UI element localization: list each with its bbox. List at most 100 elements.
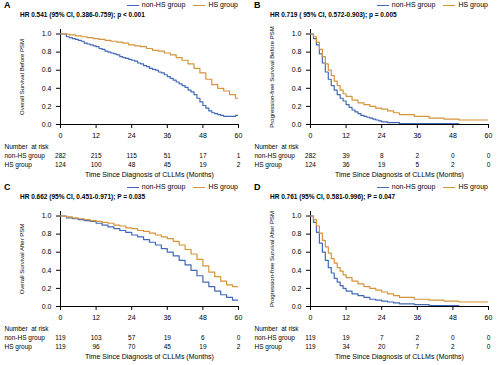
svg-text:non-HS group: non-HS group	[5, 334, 46, 342]
svg-text:57: 57	[128, 334, 136, 341]
svg-text:0.0: 0.0	[292, 303, 302, 310]
svg-text:7: 7	[380, 334, 384, 341]
svg-text:24: 24	[378, 314, 386, 321]
svg-text:HS group: HS group	[5, 161, 33, 169]
svg-text:124: 124	[305, 161, 316, 168]
svg-text:0.8: 0.8	[292, 230, 302, 237]
svg-text:0.2: 0.2	[292, 103, 302, 110]
svg-text:0.6: 0.6	[292, 248, 302, 255]
svg-text:19: 19	[378, 161, 386, 168]
svg-text:0.0: 0.0	[42, 121, 52, 128]
svg-text:0: 0	[487, 334, 491, 341]
svg-text:2: 2	[237, 161, 241, 168]
svg-text:Number at risk: Number at risk	[5, 143, 50, 150]
svg-text:7: 7	[415, 343, 419, 350]
svg-text:HS group: HS group	[255, 343, 283, 351]
svg-text:0: 0	[487, 152, 491, 159]
svg-text:100: 100	[91, 161, 102, 168]
svg-text:60: 60	[235, 132, 243, 139]
svg-text:0: 0	[59, 132, 63, 139]
svg-text:36: 36	[163, 132, 171, 139]
svg-text:1.0: 1.0	[42, 212, 52, 219]
svg-text:0.2: 0.2	[292, 285, 302, 292]
svg-text:6: 6	[201, 334, 205, 341]
svg-text:19: 19	[199, 343, 207, 350]
svg-text:8: 8	[380, 152, 384, 159]
svg-text:2: 2	[451, 343, 455, 350]
svg-text:Time Since Diagnosis of CLLMs: Time Since Diagnosis of CLLMs (Months)	[335, 353, 464, 361]
svg-text:0.4: 0.4	[42, 267, 52, 274]
svg-text:Number at risk: Number at risk	[255, 143, 300, 150]
svg-text:70: 70	[128, 343, 136, 350]
svg-text:48: 48	[449, 132, 457, 139]
svg-text:0: 0	[451, 334, 455, 341]
svg-text:non-HS group: non-HS group	[255, 152, 296, 160]
svg-text:36: 36	[342, 161, 350, 168]
svg-text:48: 48	[449, 314, 457, 321]
svg-text:Number at risk: Number at risk	[5, 325, 50, 332]
svg-text:2: 2	[451, 161, 455, 168]
svg-text:Overall Survival Before PSM: Overall Survival Before PSM	[19, 39, 25, 115]
svg-text:1.0: 1.0	[292, 30, 302, 37]
svg-text:19: 19	[164, 334, 172, 341]
svg-text:1.0: 1.0	[292, 212, 302, 219]
svg-text:0.4: 0.4	[42, 85, 52, 92]
svg-text:103: 103	[91, 334, 102, 341]
svg-text:12: 12	[342, 132, 350, 139]
svg-text:0.4: 0.4	[292, 267, 302, 274]
svg-text:non-HS group: non-HS group	[5, 152, 46, 160]
svg-text:115: 115	[127, 152, 138, 159]
svg-text:HS group: HS group	[5, 343, 33, 351]
svg-text:Time Since Diagnosis of CLLMs: Time Since Diagnosis of CLLMs (Months)	[85, 353, 214, 361]
svg-text:0: 0	[487, 161, 491, 168]
svg-text:282: 282	[55, 152, 66, 159]
svg-text:1.0: 1.0	[42, 30, 52, 37]
svg-text:0.6: 0.6	[292, 66, 302, 73]
svg-text:60: 60	[485, 132, 493, 139]
svg-text:0: 0	[309, 314, 313, 321]
svg-text:Number at risk: Number at risk	[255, 325, 300, 332]
svg-text:39: 39	[342, 152, 350, 159]
svg-text:36: 36	[413, 132, 421, 139]
svg-text:24: 24	[378, 132, 386, 139]
svg-text:36: 36	[163, 314, 171, 321]
svg-text:0: 0	[487, 343, 491, 350]
svg-text:0.2: 0.2	[42, 285, 52, 292]
svg-text:17: 17	[199, 152, 207, 159]
svg-text:non-HS group: non-HS group	[255, 334, 296, 342]
svg-text:Overall Survival After PSM: Overall Survival After PSM	[19, 224, 25, 295]
svg-text:5: 5	[415, 161, 419, 168]
svg-text:0: 0	[451, 152, 455, 159]
svg-text:Time Since Diagnosis of CLLMs: Time Since Diagnosis of CLLMs (Months)	[335, 171, 464, 179]
svg-text:12: 12	[92, 132, 100, 139]
svg-text:0.0: 0.0	[292, 121, 302, 128]
svg-text:0.8: 0.8	[292, 48, 302, 55]
svg-text:0: 0	[237, 334, 241, 341]
svg-text:119: 119	[55, 334, 66, 341]
svg-text:51: 51	[164, 152, 172, 159]
svg-text:0: 0	[59, 314, 63, 321]
svg-text:45: 45	[164, 161, 172, 168]
svg-text:0.0: 0.0	[42, 303, 52, 310]
svg-text:48: 48	[199, 314, 207, 321]
svg-text:124: 124	[55, 161, 66, 168]
svg-text:0.4: 0.4	[292, 85, 302, 92]
svg-text:119: 119	[305, 334, 316, 341]
svg-text:0: 0	[309, 132, 313, 139]
svg-text:96: 96	[92, 343, 100, 350]
svg-text:2: 2	[237, 343, 241, 350]
svg-text:60: 60	[235, 314, 243, 321]
svg-text:0.8: 0.8	[42, 230, 52, 237]
svg-text:Progression-free Survival Afte: Progression-free Survival After PSM	[269, 211, 275, 307]
svg-text:119: 119	[55, 343, 66, 350]
svg-text:Time Since Diagnosis of CLLMs: Time Since Diagnosis of CLLMs (Months)	[85, 171, 214, 179]
svg-text:19: 19	[342, 334, 350, 341]
svg-text:2: 2	[415, 334, 419, 341]
svg-text:12: 12	[92, 314, 100, 321]
svg-text:0.6: 0.6	[42, 66, 52, 73]
svg-text:60: 60	[485, 314, 493, 321]
svg-text:0.6: 0.6	[42, 248, 52, 255]
svg-text:HS group: HS group	[255, 161, 283, 169]
svg-text:282: 282	[305, 152, 316, 159]
svg-text:48: 48	[128, 161, 136, 168]
